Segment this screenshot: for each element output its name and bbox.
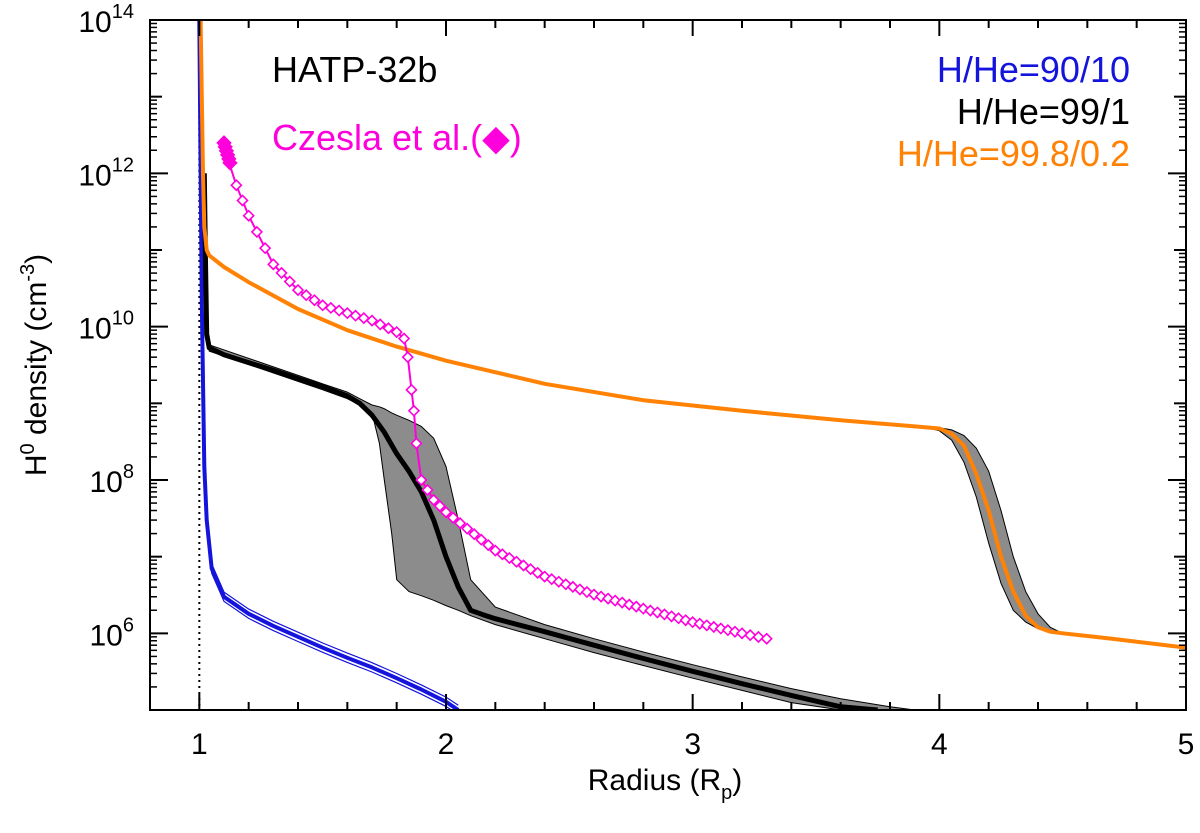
czesla-point — [658, 608, 671, 621]
czesla-point — [427, 493, 440, 507]
y-axis-title-sup: 0 — [17, 443, 39, 454]
czesla-point — [700, 619, 713, 632]
czesla-point — [446, 511, 460, 524]
czesla-point — [707, 620, 720, 634]
czesla-point — [559, 578, 572, 591]
y-tick-label: 1010 — [78, 308, 134, 346]
legend: H/He=90/10 H/He=99/1 H/He=99.8/0.2 — [897, 49, 1130, 174]
czesla-point — [453, 517, 467, 530]
czesla-point — [433, 499, 446, 513]
czesla-point — [250, 225, 264, 239]
czesla-point — [439, 506, 453, 519]
czesla-point — [365, 314, 379, 327]
czesla-point — [735, 627, 749, 640]
czesla-point — [308, 294, 321, 307]
czesla-point — [651, 606, 664, 619]
czesla-point — [566, 580, 579, 594]
series-line-h-he-90-10 — [197, 20, 460, 710]
legend-entry-90-10: H/He=90/10 — [937, 49, 1130, 90]
czesla-point — [752, 630, 765, 644]
czesla-point — [390, 325, 403, 339]
x-axis-title: Radius (Rp) — [588, 764, 743, 804]
czesla-legend-marker: ◆ — [482, 117, 510, 158]
czesla-point — [332, 304, 346, 317]
czesla-point — [475, 533, 488, 546]
x-tick-label: 1 — [191, 728, 208, 761]
y-tick-label: 1012 — [78, 154, 134, 192]
plot-frame — [149, 19, 1187, 711]
czesla-point — [405, 383, 418, 396]
czesla-point — [410, 437, 423, 450]
czesla-point — [349, 309, 362, 322]
czesla-point — [258, 242, 272, 255]
y-tick-label: 108 — [90, 461, 135, 499]
czesla-point — [374, 318, 387, 331]
y-tick-label: 1014 — [78, 1, 134, 39]
czesla-point — [291, 283, 305, 297]
series-layer — [197, 20, 1186, 710]
czesla-point — [609, 594, 622, 607]
czesla-point — [760, 632, 773, 645]
czesla-point — [222, 155, 238, 171]
legend-entry-99-1: H/He=99/1 — [957, 91, 1130, 132]
czesla-point — [573, 583, 587, 596]
x-tick-label: 4 — [931, 728, 948, 761]
czesla-point — [496, 548, 509, 561]
czesla-point — [275, 266, 288, 280]
czesla-point — [230, 179, 243, 192]
czesla-point — [693, 617, 706, 630]
series-line-h-he-99-1 — [201, 173, 878, 710]
planet-label: HATP-32b — [272, 49, 437, 90]
czesla-point — [397, 332, 411, 345]
czesla-point — [510, 555, 523, 568]
czesla-point — [686, 615, 699, 629]
x-tick-label: 3 — [684, 728, 701, 761]
czesla-point — [421, 483, 434, 497]
czesla-point — [468, 528, 481, 541]
czesla-point — [357, 311, 370, 325]
czesla-point — [461, 522, 474, 535]
czesla-point — [236, 194, 249, 207]
czesla-legend: Czesla et al.(◆) — [272, 117, 522, 158]
x-axis-title-sub: p — [721, 782, 732, 804]
czesla-point — [401, 351, 414, 364]
y-axis-unit-sup: -3 — [17, 264, 39, 282]
czesla-point — [744, 629, 757, 642]
czesla-point — [316, 299, 329, 312]
x-tick-label: 5 — [1178, 728, 1195, 761]
y-tick-label: 106 — [90, 614, 135, 652]
czesla-point — [267, 258, 280, 271]
czesla-point — [242, 209, 255, 222]
x-tick-label: 2 — [438, 728, 455, 761]
czesla-point — [283, 275, 296, 288]
czesla-point — [482, 538, 495, 552]
czesla-point — [517, 559, 530, 572]
y-tick-labels: 106 108 1010 1012 1014 — [78, 1, 134, 652]
series-line-h-he-99-8-0-2 — [198, 20, 1186, 650]
czesla-point — [407, 404, 421, 417]
czesla-point — [679, 614, 692, 627]
czesla-point — [503, 551, 516, 565]
czesla-point — [382, 322, 395, 335]
czesla-point — [538, 570, 551, 583]
y-axis-title: H0 density (cm-3) — [17, 254, 53, 476]
czesla-point — [415, 473, 428, 487]
czesla-point — [594, 590, 608, 603]
czesla-point — [623, 598, 636, 611]
x-tick-labels: 1 2 3 4 5 — [191, 728, 1194, 761]
czesla-point — [300, 289, 313, 302]
legend-entry-99-8-0-2: H/He=99.8/0.2 — [897, 133, 1130, 174]
